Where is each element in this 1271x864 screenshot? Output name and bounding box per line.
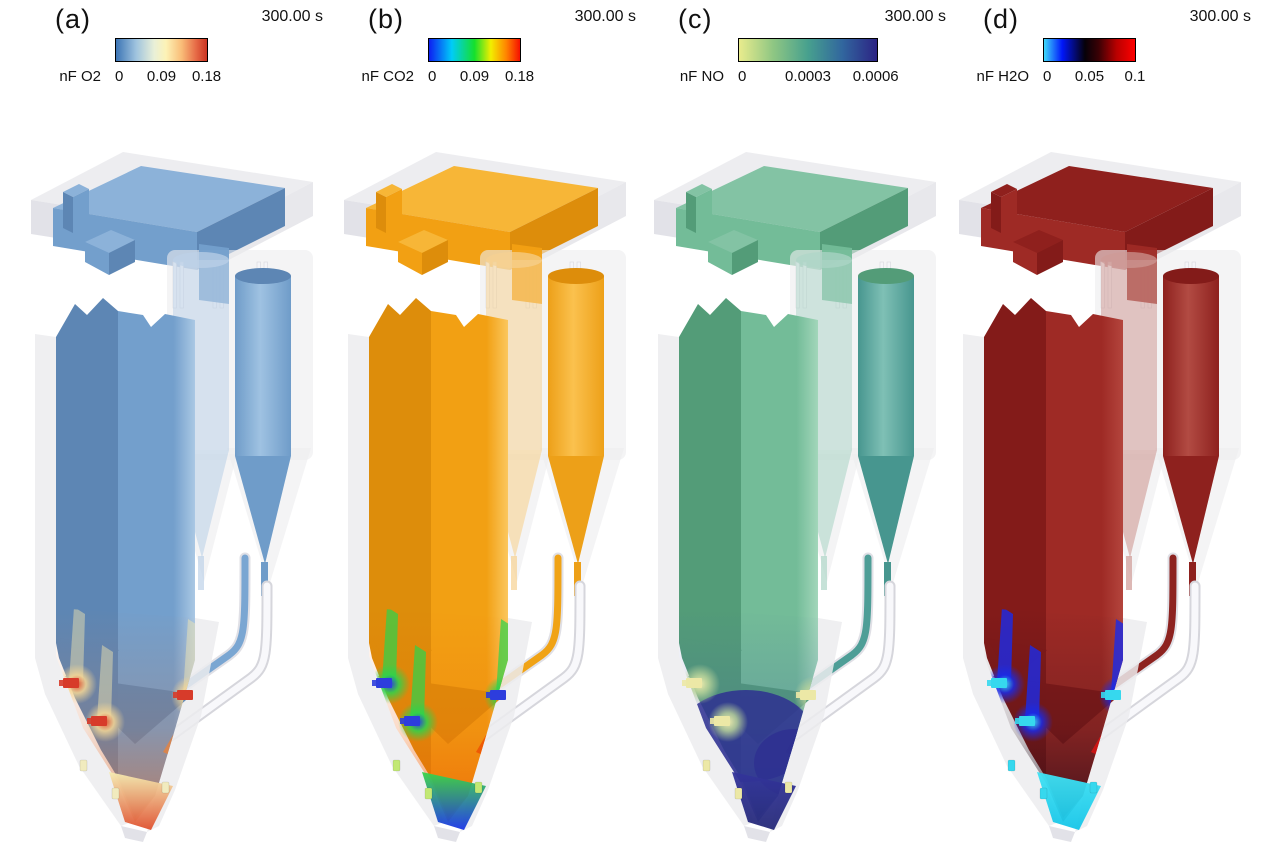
colorbar-ticks: 0 0.05 0.1	[1043, 68, 1145, 86]
subfigure-label: (d)	[983, 4, 1019, 34]
tick-max: 0.0006	[852, 68, 899, 85]
tick-mid: 0.09	[146, 68, 177, 85]
tick-min: 0	[115, 68, 124, 85]
colorbar-gradient	[1043, 38, 1136, 62]
colorbar-gradient	[115, 38, 208, 62]
reactor-3d-render-b	[344, 152, 626, 842]
colorbar-ticks: 0 0.09 0.18	[115, 68, 221, 86]
timestamp-label: 300.00 s	[1189, 8, 1251, 25]
subfigure-panel-a: (a) 300.00 s nF O2 0 0.09 0.18	[15, 0, 333, 864]
timestamp-label: 300.00 s	[574, 8, 636, 25]
tick-min: 0	[428, 68, 437, 85]
colorbar-gradient	[428, 38, 521, 62]
tick-min: 0	[738, 68, 747, 85]
species-label: nF CO2	[361, 68, 414, 85]
colorbar-gradient	[738, 38, 878, 62]
subfigure-panel-c: (c) 300.00 s nF NO 0 0.0003 0.0006	[638, 0, 956, 864]
subfigure-panel-b: (b) 300.00 s nF CO2 0 0.09 0.18	[328, 0, 646, 864]
timestamp-label: 300.00 s	[261, 8, 323, 25]
species-label: nF O2	[59, 68, 101, 85]
subfigure-panel-d: (d) 300.00 s nF H2O 0 0.05 0.1	[943, 0, 1261, 864]
species-label: nF H2O	[976, 68, 1029, 85]
colorbar-ticks: 0 0.0003 0.0006	[738, 68, 899, 86]
colorbar-ticks: 0 0.09 0.18	[428, 68, 534, 86]
reactor-3d-render-d	[959, 152, 1241, 842]
reactor-3d-render-a	[31, 152, 313, 842]
subfigure-label: (b)	[368, 4, 404, 34]
subfigure-label: (a)	[55, 4, 91, 34]
species-label: nF NO	[679, 68, 724, 85]
tick-max: 0.1	[1124, 68, 1146, 85]
reactor-3d-render-c	[654, 152, 936, 842]
timestamp-label: 300.00 s	[884, 8, 946, 25]
tick-mid: 0.05	[1074, 68, 1105, 85]
tick-mid: 0.0003	[785, 68, 831, 85]
tick-max: 0.18	[191, 68, 222, 85]
subfigure-label: (c)	[678, 4, 713, 34]
tick-mid: 0.09	[459, 68, 490, 85]
tick-max: 0.18	[504, 68, 535, 85]
tick-min: 0	[1043, 68, 1052, 85]
